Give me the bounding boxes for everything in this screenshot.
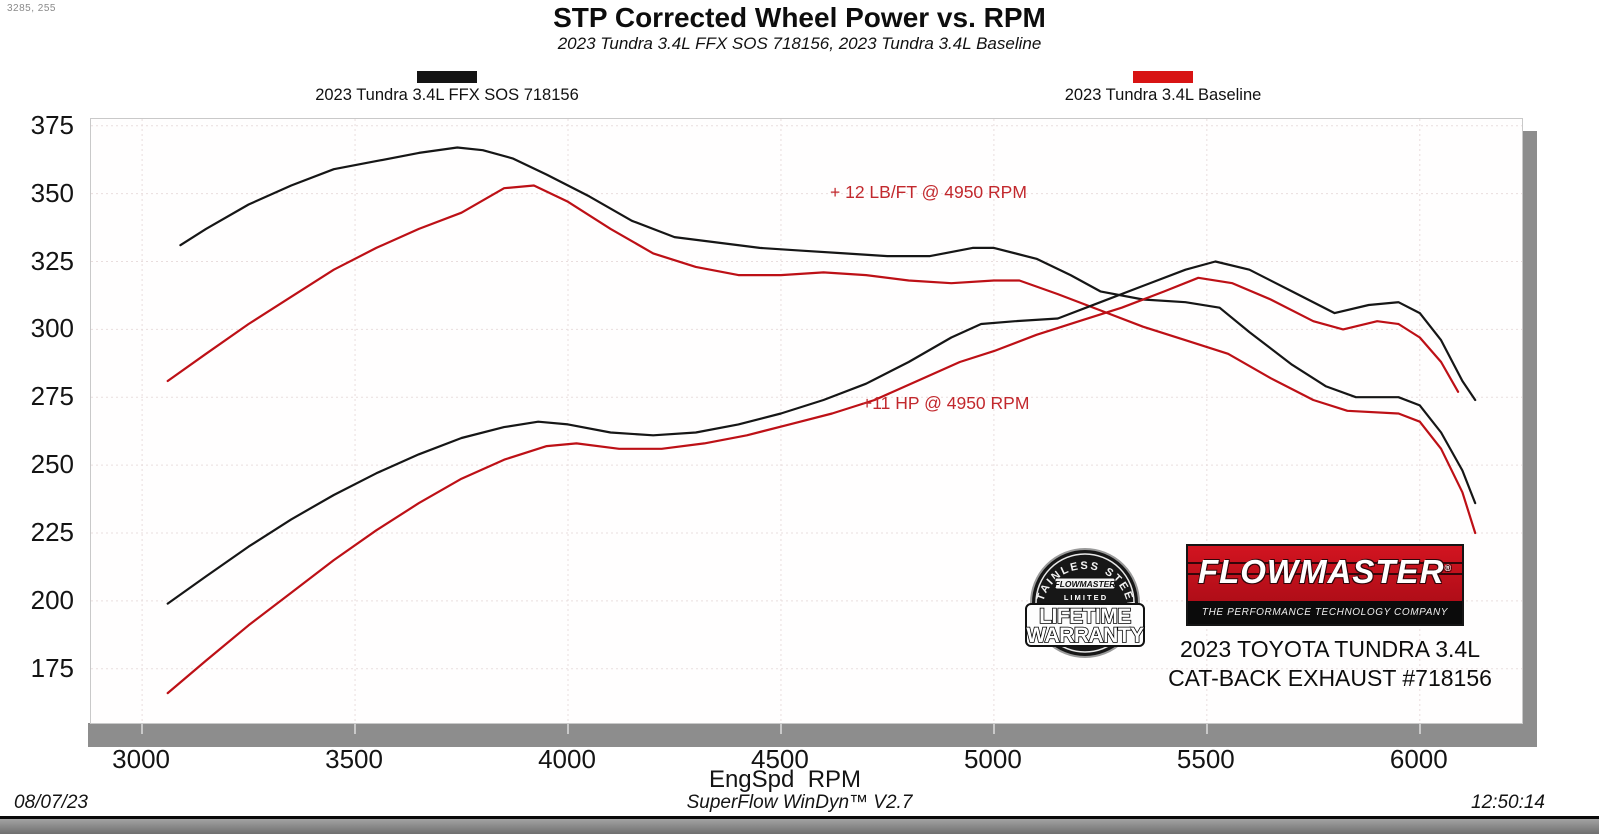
series-curve: [179, 146, 1477, 505]
x-tick-label: 3500: [325, 744, 383, 774]
vehicle-caption-line1: 2023 TOYOTA TUNDRA 3.4L: [1180, 636, 1480, 662]
footer-software: SuperFlow WinDyn™ V2.7: [686, 792, 913, 813]
series-curve: [166, 184, 1477, 535]
x-tick-label: 6000: [1389, 744, 1448, 774]
x-tick-mark: [567, 724, 569, 734]
y-tick-label: 175: [30, 652, 74, 683]
x-tick-mark: [992, 724, 995, 734]
y-tick-label: 225: [30, 516, 74, 547]
y-tick-label: 325: [30, 245, 74, 276]
page-title: STP Corrected Wheel Power vs. RPM: [553, 2, 1046, 33]
window-bottom-strip: [0, 819, 1599, 834]
cursor-coordinates: 3285, 255: [7, 3, 56, 14]
y-tick-label: 300: [30, 313, 74, 344]
annotation-torque-gain: + 12 LB/FT @ 4950 RPM: [830, 182, 1027, 202]
badge-lifetime-text: LIFETIME: [1039, 605, 1131, 628]
x-tick-label: 4500: [751, 744, 809, 774]
chart-canvas: [91, 119, 1522, 723]
plot-shadow-right: [1522, 131, 1537, 747]
x-tick-mark: [354, 724, 357, 734]
series-curve: [166, 276, 1460, 695]
x-tick-mark: [1418, 724, 1421, 734]
legend-item-baseline: 2023 Tundra 3.4L Baseline: [1003, 71, 1323, 105]
legend-label-ffx: 2023 Tundra 3.4L FFX SOS 718156: [315, 86, 579, 104]
footer-time: 12:50:14: [1471, 792, 1545, 813]
lifetime-warranty-badge: STAINLESS STEEL FLOWMASTER L I M I T E D…: [1025, 548, 1145, 658]
logo-pinstripe: [1188, 562, 1462, 564]
flowmaster-logo-red-band: FLOWMASTER®: [1188, 546, 1462, 601]
x-tick-mark: [1205, 724, 1208, 734]
x-tick-mark: [141, 724, 144, 734]
badge-limited-text: L I M I T E D: [1064, 593, 1107, 602]
y-tick-label: 200: [30, 584, 74, 615]
x-tick-mark: [779, 724, 782, 734]
flowmaster-brand-text: FLOWMASTER®: [1197, 553, 1453, 590]
x-tick-label: 5500: [1176, 744, 1235, 774]
badge-warranty-text: WARRANTY: [1026, 624, 1144, 647]
plot-shadow-bottom: [88, 723, 1537, 747]
footer-date: 08/07/23: [14, 792, 88, 813]
flowmaster-tagline: THE PERFORMANCE TECHNOLOGY COMPANY: [1201, 607, 1449, 618]
y-tick-label: 275: [30, 381, 74, 412]
logo-pinstripe: [1188, 573, 1462, 575]
x-tick-label: 4000: [538, 744, 596, 774]
chart-subtitle: 2023 Tundra 3.4L FFX SOS 718156, 2023 Tu…: [557, 34, 1042, 53]
legend-swatch-black: [417, 71, 477, 83]
y-tick-label: 375: [30, 109, 74, 140]
x-tick-label: 5000: [963, 744, 1022, 774]
registered-mark: ®: [1444, 563, 1453, 573]
badge-mini-brand: FLOWMASTER: [1055, 579, 1117, 589]
legend-swatch-red: [1133, 71, 1193, 83]
x-tick-label: 3000: [112, 744, 171, 774]
legend-label-baseline: 2023 Tundra 3.4L Baseline: [1064, 86, 1262, 104]
x-axis-label: EngSpd RPM: [708, 766, 862, 793]
flowmaster-logo-black-band: THE PERFORMANCE TECHNOLOGY COMPANY: [1188, 601, 1462, 624]
vehicle-caption-line2: CAT-BACK EXHAUST #718156: [1168, 665, 1492, 691]
series-curve: [166, 260, 1477, 605]
legend-item-ffx: 2023 Tundra 3.4L FFX SOS 718156: [287, 71, 607, 105]
y-tick-label: 350: [30, 177, 74, 208]
y-tick-label: 250: [30, 449, 74, 480]
annotation-power-gain: +11 HP @ 4950 RPM: [862, 393, 1030, 413]
flowmaster-logo: FLOWMASTER® THE PERFORMANCE TECHNOLOGY C…: [1186, 544, 1464, 626]
plot-area: [90, 118, 1523, 724]
footer-divider-line: [0, 816, 1599, 819]
